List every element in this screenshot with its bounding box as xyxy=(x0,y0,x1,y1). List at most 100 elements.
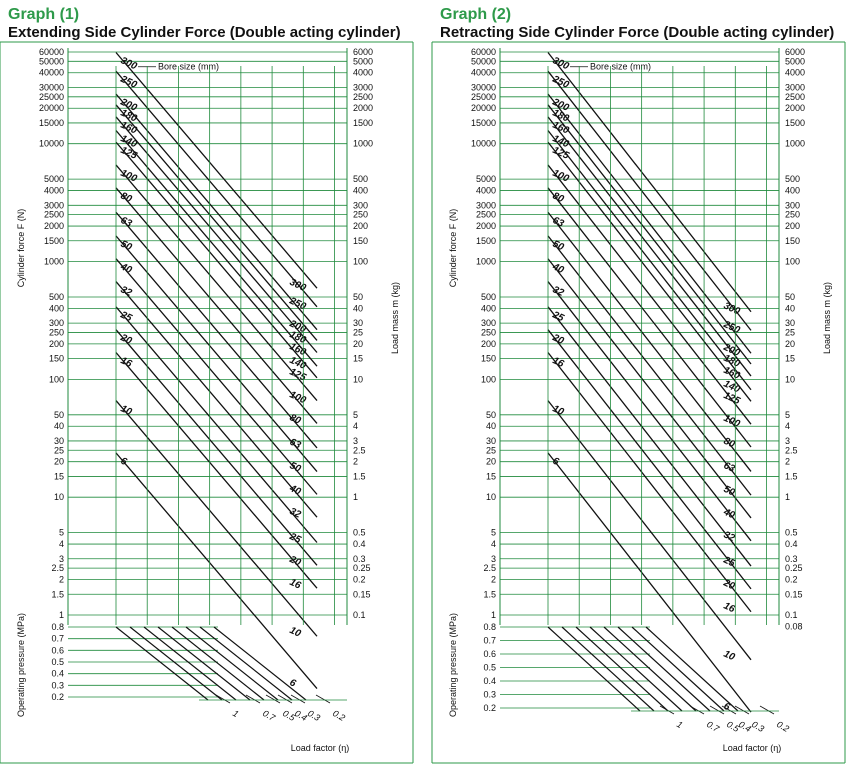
force-tick-label: 200 xyxy=(481,339,496,349)
force-tick-label: 20000 xyxy=(471,103,496,113)
bore-label-start: 6 xyxy=(551,456,561,469)
pressure-axis-title: Operating pressure (MPa) xyxy=(448,613,458,717)
mass-tick-label: 5000 xyxy=(353,56,373,66)
bore-label-start: 20 xyxy=(118,332,134,347)
bore-label-start: 32 xyxy=(119,284,134,299)
bore-line xyxy=(547,52,752,313)
bore-line xyxy=(115,164,318,402)
pressure-diagonal xyxy=(645,626,739,712)
mass-tick-label: 100 xyxy=(353,257,368,267)
mass-tick-label: 0.5 xyxy=(353,528,366,538)
pressure-diagonal xyxy=(199,626,293,701)
force-tick-label: 30000 xyxy=(471,82,496,92)
bore-line xyxy=(547,306,752,567)
bore-line xyxy=(547,329,752,590)
force-tick-label: 400 xyxy=(481,303,496,313)
bore-label-start: 160 xyxy=(551,120,571,137)
mass-tick-label: 500 xyxy=(785,174,800,184)
force-tick-label: 300 xyxy=(481,318,496,328)
load-factor-arrow xyxy=(689,705,705,715)
bore-label-start: 25 xyxy=(118,309,134,324)
mass-tick-label: 0.1 xyxy=(785,610,798,620)
bore-label-start: 100 xyxy=(119,168,139,185)
bore-line xyxy=(115,104,318,341)
force-tick-label: 30000 xyxy=(39,82,64,92)
force-tick-label: 4 xyxy=(491,539,496,549)
load-factor-arrow xyxy=(659,705,675,715)
mass-tick-label: 4000 xyxy=(353,68,373,78)
mass-tick-label: 5000 xyxy=(785,56,805,66)
mass-tick-label: 0.3 xyxy=(353,554,366,564)
bore-label-start: 63 xyxy=(119,215,134,230)
bore-label-start: 300 xyxy=(551,55,571,72)
bore-line xyxy=(547,130,752,391)
load-factor-title: Load factor (η) xyxy=(723,743,782,753)
graph-1-title: Graph (1) xyxy=(8,6,79,23)
bore-label-start: 25 xyxy=(550,309,566,324)
bore-line xyxy=(115,235,318,472)
bore-label-end: 6 xyxy=(722,701,732,714)
force-tick-label: 150 xyxy=(481,354,496,364)
mass-axis-title: Load mass m (kg) xyxy=(390,282,400,354)
force-axis-title: Cylinder force F (N) xyxy=(16,209,26,288)
bore-size-label: Bore size (mm) xyxy=(590,62,651,72)
pressure-diagonal xyxy=(157,626,251,701)
pressure-diagonal xyxy=(631,626,725,712)
force-tick-label: 20 xyxy=(54,457,64,467)
force-tick-label: 4 xyxy=(59,539,64,549)
bore-label-start: 100 xyxy=(551,168,571,185)
bore-line xyxy=(547,400,752,661)
mass-tick-label: 400 xyxy=(353,186,368,196)
mass-tick-label: 2000 xyxy=(353,103,373,113)
load-factor-arrow xyxy=(277,694,293,704)
bore-line xyxy=(115,93,318,331)
bore-line xyxy=(115,400,318,637)
pressure-tick-label: 0.6 xyxy=(483,649,496,659)
bore-label-end: 16 xyxy=(722,600,737,615)
force-tick-label: 10000 xyxy=(471,139,496,149)
force-tick-label: 5 xyxy=(491,528,496,538)
bore-label-end: 80 xyxy=(288,412,303,427)
mass-tick-label: 0.15 xyxy=(785,589,803,599)
mass-tick-label: 40 xyxy=(353,303,363,313)
bore-line xyxy=(547,164,752,425)
bore-line xyxy=(115,329,318,566)
pressure-diagonal xyxy=(213,626,307,701)
mass-tick-label: 4000 xyxy=(785,68,805,78)
mass-tick-label: 2.5 xyxy=(785,445,798,455)
force-tick-label: 5000 xyxy=(44,174,64,184)
mass-tick-label: 0.5 xyxy=(785,528,798,538)
pressure-diagonal xyxy=(143,626,237,701)
mass-tick-label: 0.08 xyxy=(785,621,803,631)
force-tick-label: 1000 xyxy=(44,257,64,267)
mass-tick-label: 0.25 xyxy=(785,563,803,573)
bore-line xyxy=(115,306,318,543)
force-tick-label: 250 xyxy=(481,327,496,337)
load-factor-arrow xyxy=(315,694,331,704)
bore-line xyxy=(547,452,752,713)
force-tick-label: 250 xyxy=(49,327,64,337)
bore-label-start: 6 xyxy=(119,456,129,469)
bore-label-start: 250 xyxy=(550,74,571,92)
mass-tick-label: 1500 xyxy=(785,118,805,128)
bore-line xyxy=(547,70,752,331)
mass-tick-label: 2500 xyxy=(353,92,373,102)
mass-tick-label: 0.2 xyxy=(785,575,798,585)
force-tick-label: 30 xyxy=(486,436,496,446)
pressure-diagonal xyxy=(185,626,279,701)
bore-label-end: 16 xyxy=(288,577,303,592)
force-tick-label: 100 xyxy=(481,374,496,384)
force-tick-label: 20000 xyxy=(39,103,64,113)
pressure-diagonal xyxy=(547,626,641,712)
bore-label-start: 50 xyxy=(551,239,566,254)
mass-tick-label: 3000 xyxy=(353,82,373,92)
pressure-diagonal xyxy=(561,626,655,712)
force-tick-label: 2500 xyxy=(476,210,496,220)
mass-tick-label: 1500 xyxy=(353,118,373,128)
pressure-tick-label: 0.5 xyxy=(483,663,496,673)
force-tick-label: 25 xyxy=(54,445,64,455)
force-tick-label: 15000 xyxy=(39,118,64,128)
bore-line xyxy=(547,104,752,365)
mass-tick-label: 200 xyxy=(785,221,800,231)
